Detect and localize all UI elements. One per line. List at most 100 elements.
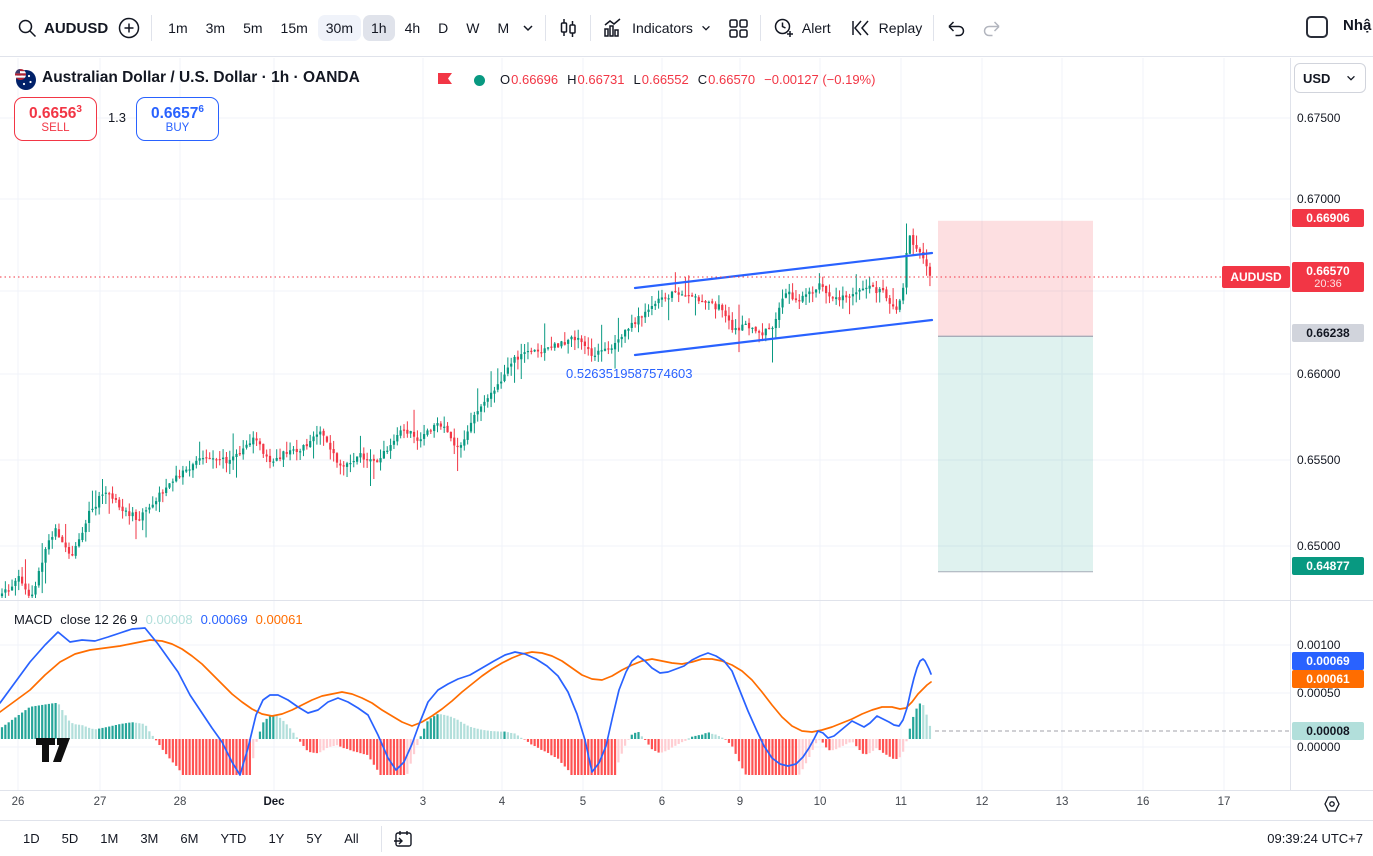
- pair-flag-icon: [13, 67, 37, 96]
- time-tick-13: 13: [1055, 796, 1069, 808]
- price-tick: 0.65500: [1297, 453, 1341, 467]
- time-tick-4: 4: [498, 796, 506, 808]
- top-toolbar: AUDUSD 1m 3m 5m 15m 30m 1h 4h D W M Indicators Al…: [0, 0, 1373, 57]
- macd-signal-value: 0.00061: [255, 612, 303, 627]
- price-tick: 0.65000: [1297, 539, 1341, 553]
- time-tick-17: 17: [1217, 796, 1231, 808]
- price-label-pill: 0.00061: [1292, 670, 1364, 688]
- ohlc-high: H0.66731: [567, 72, 625, 87]
- price-tick: 0.00000: [1297, 740, 1341, 754]
- price-tick: 0.67000: [1297, 192, 1341, 206]
- range-6M[interactable]: 6M: [180, 831, 199, 846]
- range-5Y[interactable]: 5Y: [306, 831, 323, 846]
- chevron-down-icon: [1347, 75, 1355, 81]
- symbol-name[interactable]: AUDUSD: [44, 19, 109, 37]
- scale-settings-icon[interactable]: [1322, 794, 1342, 819]
- price-tick: 0.00100: [1297, 638, 1341, 652]
- macd-legend[interactable]: MACD close 12 26 9 0.00008 0.00069 0.000…: [14, 612, 303, 627]
- toolbar-separator: [151, 15, 153, 41]
- replay-icon[interactable]: [845, 13, 875, 43]
- time-tick-11: 11: [895, 796, 907, 808]
- chart-canvas[interactable]: [0, 58, 1290, 790]
- timeframe-1h[interactable]: 1h: [363, 15, 395, 41]
- timeframe-list: 1m 3m 5m 15m 30m 1h 4h D W M: [159, 15, 518, 41]
- toolbar-separator: [545, 15, 547, 41]
- price-tick: 0.67500: [1297, 111, 1341, 125]
- redo-icon[interactable]: [977, 13, 1007, 43]
- price-label-pill: 0.00008: [1292, 722, 1364, 740]
- channel-ratio-label[interactable]: 0.5263519587574603: [566, 366, 693, 381]
- timeframe-15m[interactable]: 15m: [280, 20, 308, 36]
- search-icon[interactable]: [12, 13, 42, 43]
- time-tick-Dec: Dec: [263, 796, 285, 808]
- range-list: 1D 5D 1M 3M 6M YTD 1Y 5Y All: [16, 827, 374, 850]
- toolbar-separator: [933, 15, 935, 41]
- last-price-symbol-tag: AUDUSD: [1222, 266, 1290, 288]
- timeframe-3m[interactable]: 3m: [205, 20, 226, 36]
- go-to-date-icon[interactable]: [389, 825, 417, 853]
- range-3M[interactable]: 3M: [140, 831, 159, 846]
- range-1M[interactable]: 1M: [100, 831, 119, 846]
- macd-title: MACD: [14, 612, 53, 627]
- market-status-dot[interactable]: [474, 75, 485, 86]
- macd-hist-value: 0.00008: [145, 612, 193, 627]
- toolbar-separator: [759, 15, 761, 41]
- chevron-down-icon[interactable]: [697, 13, 715, 43]
- time-tick-26: 26: [11, 796, 25, 808]
- timeframe-4h[interactable]: 4h: [404, 20, 421, 36]
- pane-divider[interactable]: [0, 600, 1373, 601]
- timeframe-D[interactable]: D: [438, 20, 449, 36]
- time-tick-5: 5: [579, 796, 587, 808]
- chart-style-candles-icon[interactable]: [553, 13, 583, 43]
- alert-clock-icon[interactable]: [768, 13, 798, 43]
- price-label-pill: 0.66238: [1292, 324, 1364, 342]
- macd-params: close 12 26 9: [60, 612, 138, 627]
- spread-value: 1.3: [107, 110, 127, 125]
- price-axis-border: [1290, 58, 1291, 790]
- time-tick-10: 10: [813, 796, 827, 808]
- price-label-pill: 0.00069: [1292, 652, 1364, 670]
- currency-value: USD: [1303, 70, 1331, 86]
- bottom-separator: [380, 825, 382, 852]
- replay-button[interactable]: Replay: [878, 20, 923, 36]
- alert-button[interactable]: Alert: [801, 20, 831, 36]
- timeframe-5m[interactable]: 5m: [243, 20, 263, 36]
- price-label-pill: 0.66570 20:36: [1292, 262, 1364, 292]
- range-All[interactable]: All: [344, 831, 359, 846]
- truncated-right-label: Nhậ: [1343, 17, 1372, 34]
- buy-button[interactable]: 0.66576 BUY: [136, 97, 219, 141]
- timeframe-1m[interactable]: 1m: [168, 20, 188, 36]
- change-value: −0.00127 (−0.19%): [764, 72, 876, 87]
- ohlc-row: O0.66696 H0.66731 L0.66552 C0.66570 −0.0…: [500, 72, 875, 87]
- ohlc-close: C0.66570: [697, 72, 756, 87]
- compare-add-icon[interactable]: [114, 13, 144, 43]
- range-1Y[interactable]: 1Y: [268, 831, 285, 846]
- indicators-icon[interactable]: [598, 13, 628, 43]
- clock-timezone[interactable]: 09:39:24 UTC+7: [1267, 831, 1363, 846]
- flag-bookmark-icon[interactable]: [436, 71, 454, 94]
- range-YTD[interactable]: YTD: [220, 831, 247, 846]
- chevron-down-icon[interactable]: [518, 13, 538, 43]
- time-tick-6: 6: [658, 796, 666, 808]
- tradingview-logo[interactable]: [36, 738, 72, 770]
- price-label-pill: 0.64877: [1292, 557, 1364, 575]
- undo-icon[interactable]: [941, 13, 971, 43]
- macd-line-value: 0.00069: [200, 612, 248, 627]
- sell-button[interactable]: 0.66563 SELL: [14, 97, 97, 141]
- time-tick-3: 3: [419, 796, 427, 808]
- toolbar-separator: [590, 15, 592, 41]
- currency-dropdown[interactable]: USD: [1294, 63, 1366, 93]
- range-5D[interactable]: 5D: [61, 831, 79, 846]
- time-tick-28: 28: [173, 796, 187, 808]
- range-1D[interactable]: 1D: [23, 831, 40, 846]
- layout-grid-icon[interactable]: [723, 13, 753, 43]
- time-tick-12: 12: [975, 796, 989, 808]
- timeframe-M[interactable]: M: [497, 20, 510, 36]
- symbol-title[interactable]: Australian Dollar / U.S. Dollar · 1h · O…: [42, 69, 360, 86]
- header-checkbox[interactable]: [1306, 16, 1328, 38]
- timeframe-30m[interactable]: 30m: [317, 15, 361, 41]
- timeframe-W[interactable]: W: [466, 20, 480, 36]
- indicators-button[interactable]: Indicators: [632, 20, 693, 36]
- price-label-pill: 0.66906: [1292, 209, 1364, 227]
